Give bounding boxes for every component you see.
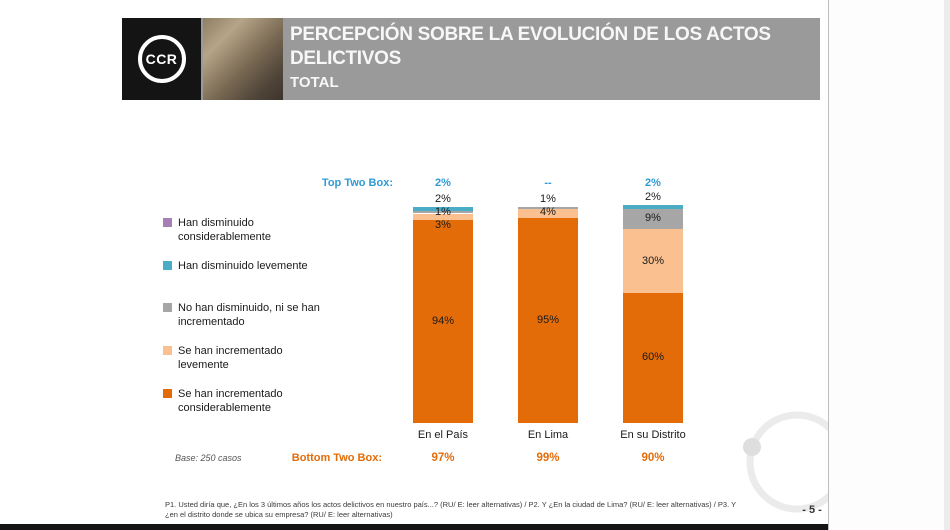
- top-two-box-value: --: [544, 177, 552, 189]
- footnote-line1: P1. Usted diría que, ¿En los 3 últimos a…: [165, 500, 737, 509]
- page-number: - 5 -: [802, 504, 822, 516]
- bottom-two-box-value: 97%: [431, 452, 455, 464]
- legend-label: No han disminuido, ni se han incrementad…: [178, 302, 320, 328]
- bar-segment: [413, 207, 473, 212]
- bar-small-value-labels: 2%: [623, 191, 683, 204]
- small-value-label: 2%: [435, 193, 451, 205]
- legend-swatch: [163, 389, 172, 398]
- slide-bottom-rule: [0, 524, 828, 530]
- decorative-circle-watermark: [743, 411, 828, 513]
- legend-label: Han disminuido considerablemente: [178, 217, 271, 243]
- legend-item: Se han incrementado considerablemente: [163, 387, 321, 415]
- page-edge-divider: [828, 0, 829, 530]
- top-two-box-value: 2%: [645, 177, 661, 189]
- bar-segment: [518, 209, 578, 218]
- stacked-bar-chart: Top Two Box: Bottom Two Box: Base: 250 c…: [163, 177, 686, 464]
- bar-segment: 94%: [413, 220, 473, 423]
- bar-segment: [518, 207, 578, 210]
- base-note: Base: 250 casos: [175, 453, 242, 463]
- footnote: P1. Usted diría que, ¿En los 3 últimos a…: [165, 500, 805, 520]
- small-value-label: 1%: [435, 206, 451, 218]
- slide-subtitle: TOTAL: [290, 74, 339, 91]
- legend-item: Han disminuido considerablemente: [163, 216, 321, 244]
- slide-header: CCR PERCEPCIÓN SOBRE LA EVOLUCIÓN DE LOS…: [122, 18, 820, 100]
- legend-swatch: [163, 303, 172, 312]
- legend-item: Han disminuido levemente: [163, 259, 321, 273]
- bar-small-value-labels: 1% 4%: [518, 193, 578, 219]
- bar-segment: 9%: [623, 209, 683, 229]
- bottom-two-box-value: 90%: [641, 452, 665, 464]
- bar-small-value-labels: 2% 1% 3%: [413, 193, 473, 232]
- small-value-label: 2%: [645, 190, 661, 203]
- legend-label: Han disminuido levemente: [178, 260, 308, 272]
- category-label: En el País: [417, 429, 469, 441]
- bottom-two-box-value: 99%: [536, 452, 560, 464]
- chart-legend: Han disminuido considerablemente Han dism…: [163, 216, 321, 415]
- legend-label: Se han incrementado levemente: [178, 345, 283, 371]
- bar-segment: 60%: [623, 293, 683, 423]
- small-value-label: 3%: [435, 219, 451, 231]
- bar-segment: 30%: [623, 228, 683, 294]
- category-label: En Lima: [527, 429, 569, 441]
- legend-item: Se han incrementado levemente: [163, 344, 321, 372]
- legend-swatch: [163, 346, 172, 355]
- category-label: En su Distrito: [620, 429, 686, 441]
- top-two-box-label: Top Two Box:: [321, 177, 393, 189]
- slide-page: CCR PERCEPCIÓN SOBRE LA EVOLUCIÓN DE LOS…: [0, 18, 828, 530]
- legend-swatch: [163, 261, 172, 270]
- legend-label: Se han incrementado considerablemente: [178, 388, 283, 414]
- ccr-logo-ring: CCR: [137, 35, 186, 83]
- legend-swatch: [163, 218, 172, 227]
- ccr-logo: CCR: [122, 18, 201, 100]
- small-value-label: 1%: [540, 193, 556, 205]
- bar-segment: [623, 204, 683, 210]
- footnote-line2: ¿en el distrito donde se ubica su empres…: [165, 510, 393, 519]
- header-photo: [203, 18, 283, 100]
- window-edge-strip: [944, 0, 950, 530]
- slide-title-line1: PERCEPCIÓN SOBRE LA EVOLUCIÓN DE LOS ACT…: [290, 24, 771, 45]
- bottom-two-box-label: Bottom Two Box:: [291, 452, 382, 464]
- bar-segment: [413, 211, 473, 214]
- top-two-box-value: 2%: [435, 177, 451, 189]
- ccr-logo-text: CCR: [145, 51, 178, 67]
- bar-segment: [413, 213, 473, 220]
- bar-segment: 95%: [518, 217, 578, 423]
- legend-item: No han disminuido, ni se han incrementad…: [163, 301, 321, 329]
- header-titles: PERCEPCIÓN SOBRE LA EVOLUCIÓN DE LOS ACT…: [290, 23, 771, 93]
- slide-title-line2: DELICTIVOS: [290, 48, 402, 69]
- small-value-label: 4%: [540, 206, 556, 218]
- viewer-margin: [829, 0, 950, 530]
